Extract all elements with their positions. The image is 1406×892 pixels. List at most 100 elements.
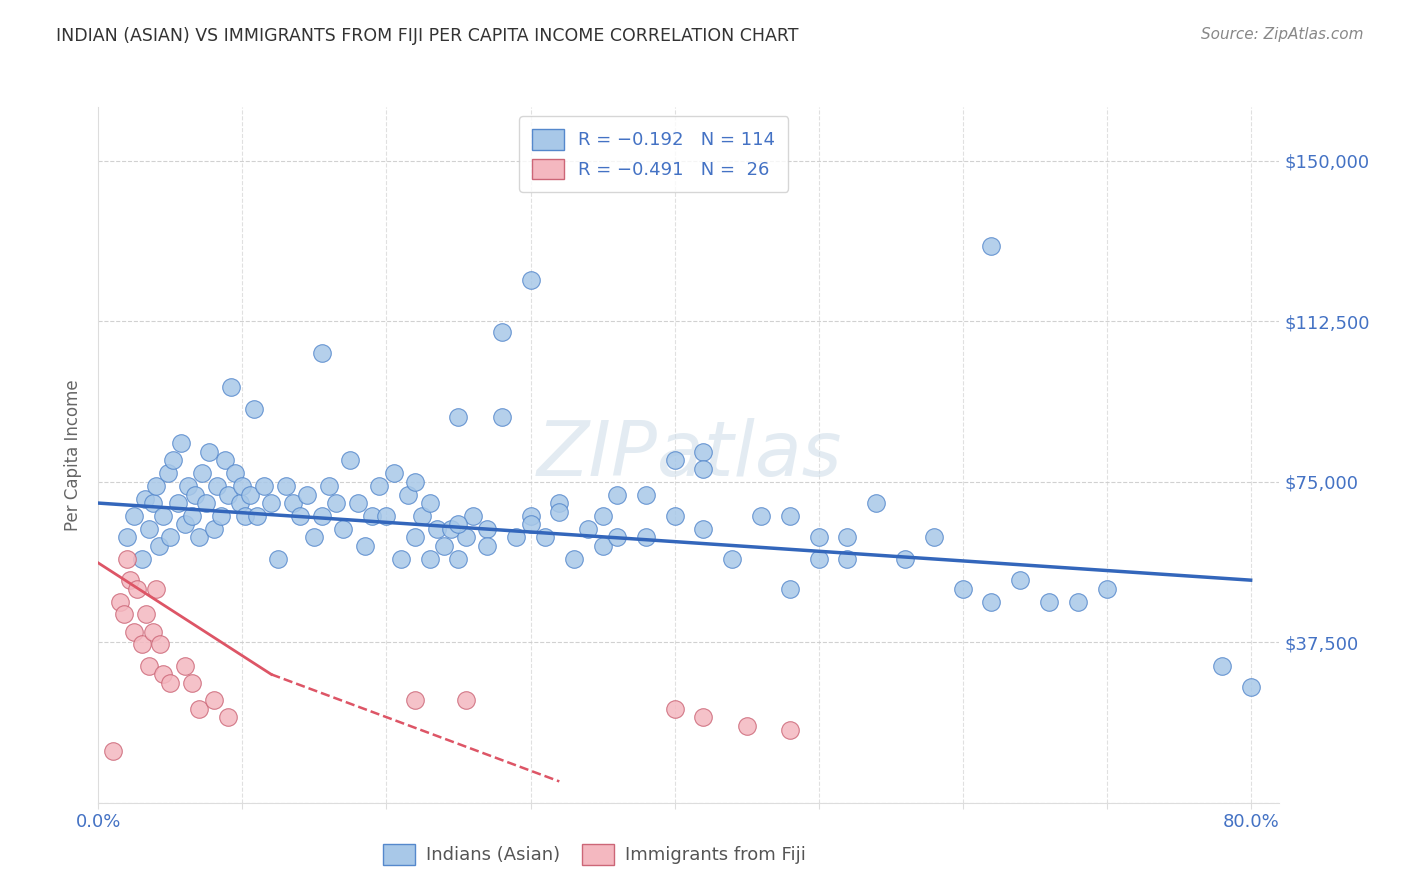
Point [191, 466, 214, 480]
Point [1067, 594, 1090, 608]
Point [837, 551, 859, 566]
Point [735, 719, 758, 733]
Legend: Indians (Asian), Immigrants from Fiji: Indians (Asian), Immigrants from Fiji [374, 835, 815, 874]
Point [592, 508, 614, 523]
Point [382, 466, 405, 480]
Point [447, 551, 470, 566]
Point [952, 582, 974, 596]
Point [837, 530, 859, 544]
Point [198, 444, 221, 458]
Point [692, 462, 714, 476]
Point [311, 346, 333, 360]
Point [339, 453, 361, 467]
Point [228, 496, 250, 510]
Point [202, 522, 225, 536]
Point [1095, 582, 1118, 596]
Point [454, 693, 477, 707]
Point [396, 487, 419, 501]
Point [135, 607, 157, 622]
Point [260, 496, 283, 510]
Text: ZIPatlas: ZIPatlas [536, 418, 842, 491]
Point [214, 453, 236, 467]
Point [491, 325, 513, 339]
Point [148, 539, 170, 553]
Point [253, 479, 276, 493]
Point [311, 508, 333, 523]
Point [368, 479, 391, 493]
Point [231, 479, 253, 493]
Point [209, 508, 232, 523]
Point [980, 594, 1002, 608]
Point [159, 676, 181, 690]
Point [491, 410, 513, 425]
Point [664, 453, 686, 467]
Point [894, 551, 917, 566]
Point [246, 508, 269, 523]
Point [142, 624, 165, 639]
Point [433, 539, 456, 553]
Point [664, 701, 686, 715]
Point [142, 496, 165, 510]
Point [411, 508, 433, 523]
Point [217, 710, 239, 724]
Point [519, 273, 541, 287]
Point [181, 676, 204, 690]
Point [477, 522, 499, 536]
Point [692, 710, 714, 724]
Point [404, 475, 426, 489]
Point [217, 487, 239, 501]
Text: INDIAN (ASIAN) VS IMMIGRANTS FROM FIJI PER CAPITA INCOME CORRELATION CHART: INDIAN (ASIAN) VS IMMIGRANTS FROM FIJI P… [56, 27, 799, 45]
Point [477, 539, 499, 553]
Point [138, 522, 160, 536]
Point [108, 594, 131, 608]
Point [447, 410, 470, 425]
Point [807, 551, 830, 566]
Point [304, 530, 326, 544]
Point [239, 487, 262, 501]
Point [124, 508, 146, 523]
Point [188, 701, 211, 715]
Point [548, 505, 571, 519]
Point [361, 508, 384, 523]
Point [562, 551, 585, 566]
Point [576, 522, 599, 536]
Point [267, 551, 290, 566]
Point [332, 522, 354, 536]
Point [134, 491, 156, 506]
Point [181, 508, 204, 523]
Point [354, 539, 377, 553]
Point [233, 508, 256, 523]
Point [195, 496, 218, 510]
Point [281, 496, 304, 510]
Point [325, 496, 347, 510]
Point [173, 658, 195, 673]
Point [749, 508, 772, 523]
Point [346, 496, 368, 510]
Point [205, 479, 228, 493]
Point [592, 539, 614, 553]
Point [426, 522, 449, 536]
Point [505, 530, 527, 544]
Point [692, 444, 714, 458]
Point [145, 582, 167, 596]
Point [721, 551, 744, 566]
Point [156, 466, 179, 480]
Point [159, 530, 181, 544]
Point [145, 479, 167, 493]
Point [779, 508, 801, 523]
Point [131, 637, 153, 651]
Point [1010, 573, 1032, 587]
Point [318, 479, 340, 493]
Point [1211, 658, 1233, 673]
Point [419, 551, 441, 566]
Point [404, 693, 426, 707]
Point [1240, 680, 1263, 694]
Point [519, 508, 541, 523]
Point [865, 496, 887, 510]
Point [138, 658, 160, 673]
Point [534, 530, 557, 544]
Point [224, 466, 246, 480]
Point [634, 487, 657, 501]
Point [173, 517, 195, 532]
Point [202, 693, 225, 707]
